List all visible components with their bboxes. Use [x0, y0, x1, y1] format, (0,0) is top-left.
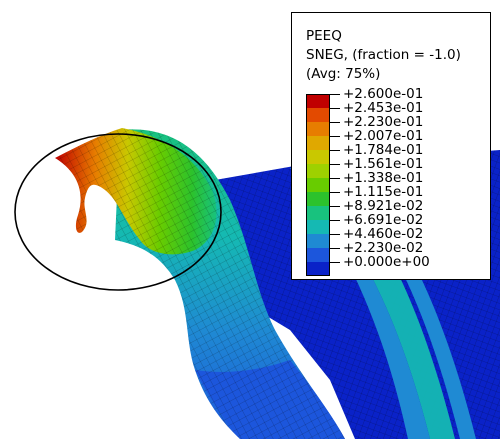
- legend-entry: +2.230e-02: [330, 240, 424, 256]
- legend-tick: [330, 247, 340, 249]
- legend-color-bar: [306, 94, 330, 276]
- legend-entry: +1.561e-01: [330, 156, 424, 172]
- legend-tick: [330, 177, 340, 179]
- legend-tick: [330, 191, 340, 193]
- legend-value-label: +1.561e-01: [343, 156, 424, 172]
- legend-tick: [330, 163, 340, 165]
- legend-value-label: +2.453e-01: [343, 100, 424, 116]
- legend-swatch: [306, 150, 330, 164]
- legend-entry: +2.600e-01: [330, 86, 424, 102]
- legend-averaging: (Avg: 75%): [306, 66, 381, 82]
- legend-tick: [330, 93, 340, 95]
- legend-value-label: +2.600e-01: [343, 86, 424, 102]
- legend-tick: [330, 219, 340, 221]
- legend-value-label: +2.230e-01: [343, 114, 424, 130]
- sheet-band-cyan: [300, 166, 455, 439]
- legend-value-label: +8.921e-02: [343, 198, 424, 214]
- highlight-circle: [14, 133, 222, 291]
- legend-tick: [330, 233, 340, 235]
- legend-swatch: [306, 192, 330, 206]
- legend-value-label: +1.338e-01: [343, 170, 424, 186]
- legend-tick: [330, 149, 340, 151]
- legend-value-label: +6.691e-02: [343, 212, 424, 228]
- sheet-band-cyan2: [335, 165, 476, 439]
- legend-value-label: +4.460e-02: [343, 226, 424, 242]
- legend-swatch: [306, 136, 330, 150]
- legend-swatch: [306, 178, 330, 192]
- legend-tick: [330, 107, 340, 109]
- curled-tip-mesh: [55, 128, 217, 255]
- legend-entry: +6.691e-02: [330, 212, 424, 228]
- legend-entry: +4.460e-02: [330, 226, 424, 242]
- legend-entry: +2.007e-01: [330, 128, 424, 144]
- legend-value-label: +1.115e-01: [343, 184, 424, 200]
- legend-swatch: [306, 164, 330, 178]
- legend-section-point: SNEG, (fraction = -1.0): [306, 47, 461, 63]
- legend-swatch: [306, 94, 330, 108]
- contour-legend: PEEQ SNEG, (fraction = -1.0) (Avg: 75%) …: [291, 12, 491, 280]
- legend-tick: [330, 121, 340, 123]
- legend-entry: +1.338e-01: [330, 170, 424, 186]
- legend-value-label: +0.000e+00: [343, 254, 430, 270]
- legend-entry: +2.453e-01: [330, 100, 424, 116]
- legend-entry: +8.921e-02: [330, 198, 424, 214]
- sheet-band-lightblue: [290, 168, 430, 439]
- legend-entry: +1.784e-01: [330, 142, 424, 158]
- legend-value-label: +2.007e-01: [343, 128, 424, 144]
- legend-swatch: [306, 206, 330, 220]
- legend-entry: +2.230e-01: [330, 114, 424, 130]
- legend-value-label: +1.784e-01: [343, 142, 424, 158]
- legend-entry: +0.000e+00: [330, 254, 430, 270]
- legend-variable-name: PEEQ: [306, 28, 342, 44]
- legend-entry: +1.115e-01: [330, 184, 424, 200]
- legend-tick: [330, 135, 340, 137]
- legend-swatch: [306, 122, 330, 136]
- legend-swatch: [306, 262, 330, 276]
- legend-swatch: [306, 234, 330, 248]
- legend-tick: [330, 205, 340, 207]
- legend-value-label: +2.230e-02: [343, 240, 424, 256]
- legend-swatch: [306, 220, 330, 234]
- legend-swatch: [306, 248, 330, 262]
- legend-swatch: [306, 108, 330, 122]
- legend-tick: [330, 261, 340, 263]
